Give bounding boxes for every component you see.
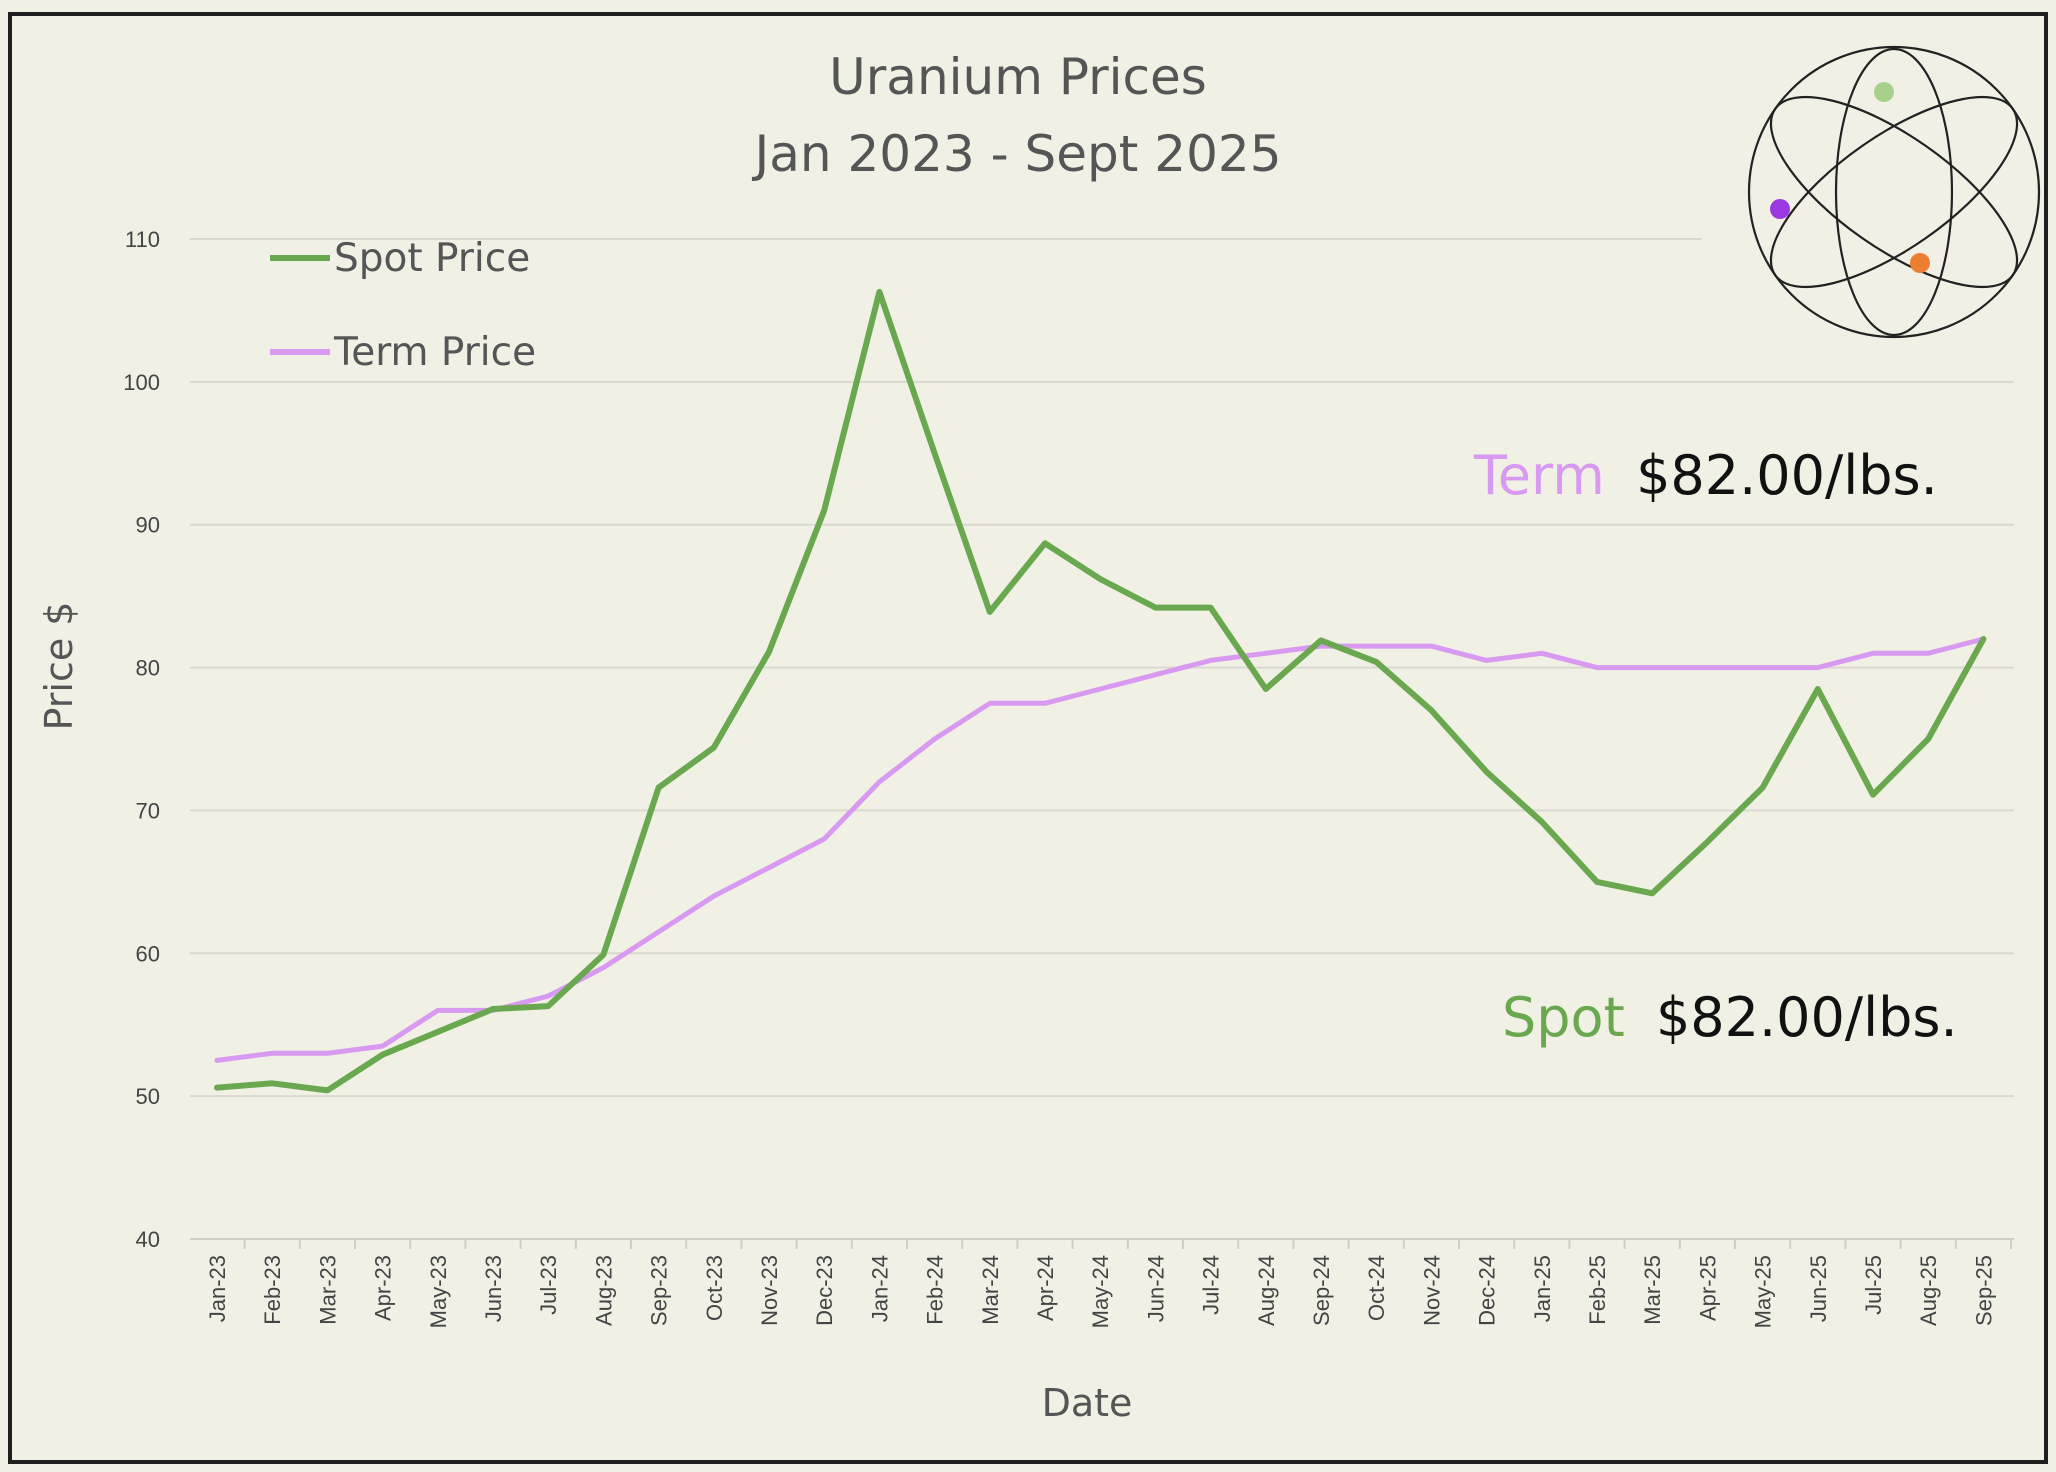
y-tick-label: 60 [136,941,160,966]
x-tick-label: Jul-23 [536,1255,561,1315]
atom-electron-green [1874,82,1894,102]
y-tick-label: 110 [125,227,160,252]
x-tick-label: Dec-23 [812,1255,837,1326]
term-callout: Term $82.00/lbs. [1473,444,1938,507]
x-tick-label: Jan-23 [205,1255,230,1322]
x-tick-label: Aug-25 [1916,1255,1941,1326]
y-axis-ticks: 40 50 60 70 80 90 100 110 [123,227,160,1252]
x-tick-label: May-24 [1088,1255,1113,1328]
x-tick-label: Sep-23 [647,1255,672,1326]
spot-callout-label: Spot [1502,986,1625,1049]
y-tick-label: 100 [123,370,160,395]
x-tick-label: Aug-24 [1254,1255,1279,1326]
x-tick-label: Sep-24 [1309,1255,1334,1326]
x-tick-label: Feb-25 [1585,1255,1610,1325]
spot-callout-value: $82.00/lbs. [1656,986,1958,1049]
x-tick-label: May-23 [426,1255,451,1328]
atom-orbit-diag-1 [1769,95,2019,289]
x-tick-label: Apr-23 [371,1255,396,1321]
legend: Spot Price Term Price [270,236,536,375]
atom-orbit-vertical [1834,47,1954,337]
x-axis-ticks: Jan-23 Feb-23 Mar-23 Apr-23 May-23 Jun-23 Jul-… [205,1239,2012,1328]
spot-price-line [214,288,1987,1094]
atom-icon [1747,45,2041,339]
x-tick-label: Sep-25 [1971,1255,1996,1326]
x-tick-label: Mar-25 [1640,1255,1665,1325]
x-tick-label: Jan-25 [1530,1255,1555,1322]
x-tick-label: Mar-23 [315,1255,340,1325]
x-tick-label: Jul-25 [1861,1255,1886,1315]
gridlines [190,238,2014,1240]
legend-label-spot: Spot Price [334,236,530,281]
x-tick-label: Oct-23 [702,1255,727,1321]
chart-subtitle: Jan 2023 - Sept 2025 [751,125,1281,183]
uranium-price-chart: Uranium Prices Jan 2023 - Sept 2025 40 50… [37,45,2041,1425]
x-tick-label: Jun-24 [1143,1255,1168,1322]
atom-orbit-diag-2 [1769,95,2019,289]
x-tick-label: Apr-24 [1033,1255,1058,1321]
atom-outer-circle [1747,45,2041,339]
x-tick-label: Aug-23 [591,1255,616,1326]
x-tick-label: Oct-24 [1364,1255,1389,1321]
atom-electron-orange [1910,253,1930,273]
x-axis-label: Date [1042,1381,1133,1425]
y-tick-label: 90 [136,513,160,538]
y-axis-label: Price $ [37,602,81,731]
spot-callout: Spot $82.00/lbs. [1502,986,1958,1049]
y-tick-label: 70 [136,798,160,823]
x-tick-label: Apr-25 [1695,1255,1720,1321]
x-tick-label: Feb-23 [260,1255,285,1325]
x-tick-label: Jun-23 [481,1255,506,1322]
x-tick-label: Mar-24 [978,1255,1003,1325]
y-tick-label: 40 [136,1227,160,1252]
term-callout-value: $82.00/lbs. [1636,444,1938,507]
atom-electron-purple [1770,199,1790,219]
x-tick-label: Dec-24 [1475,1255,1500,1326]
x-tick-label: Nov-24 [1419,1255,1444,1326]
x-tick-label: Jan-24 [867,1255,892,1322]
x-tick-label: Jul-24 [1199,1255,1224,1315]
x-tick-label: Jun-25 [1806,1255,1831,1322]
x-tick-label: May-25 [1751,1255,1776,1328]
y-tick-label: 50 [136,1084,160,1109]
x-tick-label: Feb-24 [923,1255,948,1325]
series-lines [214,288,1987,1094]
y-tick-label: 80 [136,656,160,681]
chart-frame: Uranium Prices Jan 2023 - Sept 2025 40 50… [8,12,2048,1464]
term-callout-label: Term [1473,444,1605,507]
legend-label-term: Term Price [333,330,536,375]
chart-title: Uranium Prices [829,48,1207,106]
x-tick-label: Nov-23 [757,1255,782,1326]
